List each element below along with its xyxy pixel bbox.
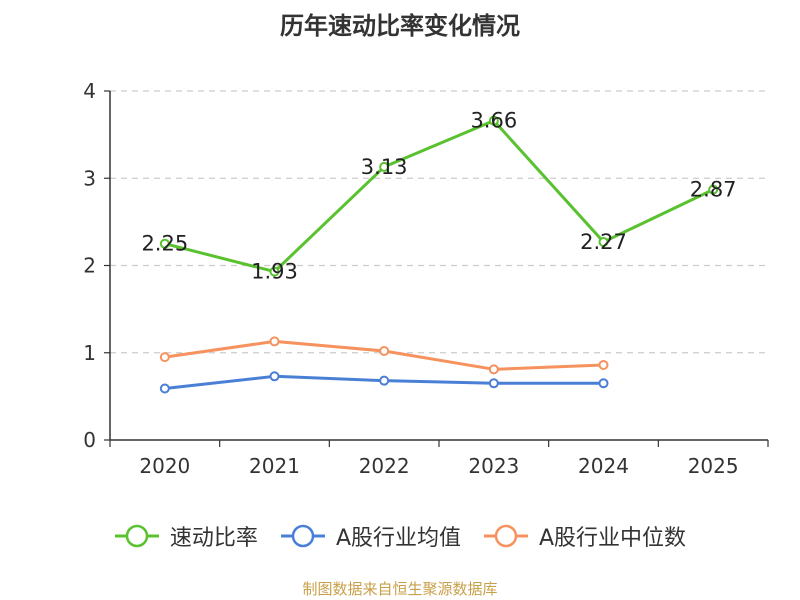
y-tick-label: 0: [83, 428, 96, 452]
y-tick-label: 2: [83, 254, 96, 278]
x-tick-label: 2025: [688, 454, 739, 478]
data-point: [488, 115, 499, 126]
data-point: [159, 352, 170, 363]
series-line: [164, 119, 714, 274]
chart-title: 历年速动比率变化情况: [280, 12, 520, 40]
data-point: [488, 364, 499, 375]
data-label: 3.13: [361, 155, 408, 179]
data-label: 2.27: [580, 230, 627, 254]
data-point: [159, 383, 170, 394]
data-point: [379, 375, 390, 386]
data-point: [379, 346, 390, 357]
y-tick-label: 1: [83, 341, 96, 365]
x-tick-label: 2023: [468, 454, 519, 478]
data-label: 2.87: [690, 178, 737, 202]
data-point: [708, 184, 719, 195]
data-point: [269, 371, 280, 382]
data-point: [598, 378, 609, 389]
legend-label: 速动比率: [169, 526, 258, 551]
data-label: 3.66: [470, 109, 517, 133]
x-tick-label: 2021: [249, 454, 300, 478]
data-point: [159, 238, 170, 249]
data-point: [488, 378, 499, 389]
data-label: 1.93: [251, 260, 298, 284]
data-point: [598, 236, 609, 247]
legend-marker-icon: [280, 524, 325, 548]
legend-label: A股行业中位数: [539, 526, 687, 551]
data-label: 2.25: [141, 232, 188, 256]
x-tick-label: 2024: [578, 454, 629, 478]
data-point: [379, 161, 390, 172]
legend-item[interactable]: 速动比率: [114, 520, 258, 552]
source-note: 制图数据来自恒生聚源数据库: [302, 580, 498, 598]
x-tick-label: 2020: [139, 454, 190, 478]
x-tick-label: 2022: [359, 454, 410, 478]
legend-item[interactable]: A股行业中位数: [483, 520, 686, 552]
data-point: [269, 266, 280, 277]
y-tick-label: 4: [83, 79, 96, 103]
legend-marker-icon: [114, 524, 159, 548]
data-point: [269, 336, 280, 347]
legend: 速动比率 A股行业均值 A股行业中位数: [0, 520, 800, 552]
chart-plot-area: 0 1 2 3 4 2020 2021 2022 2023 2024 2025 2.25 1.93 3.1…: [83, 79, 769, 478]
legend-marker-icon: [484, 524, 528, 548]
legend-label: A股行业均值: [335, 526, 461, 551]
y-tick-label: 3: [83, 166, 96, 190]
legend-item[interactable]: A股行业均值: [280, 520, 461, 552]
data-point: [598, 359, 609, 370]
